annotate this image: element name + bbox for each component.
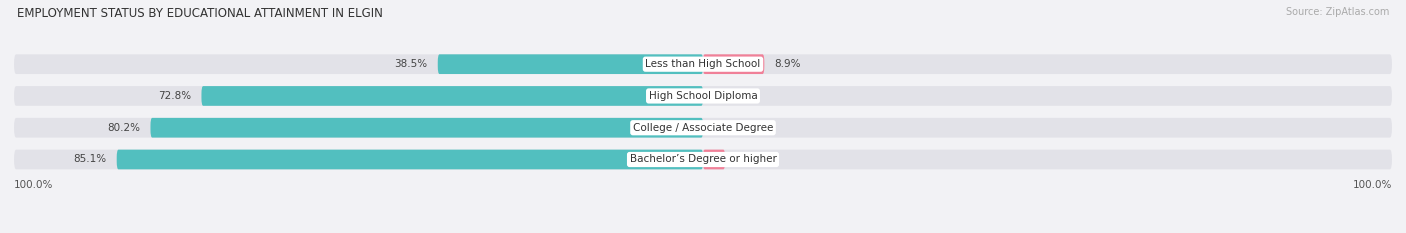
Text: 8.9%: 8.9% <box>775 59 801 69</box>
Text: High School Diploma: High School Diploma <box>648 91 758 101</box>
FancyBboxPatch shape <box>14 54 1392 74</box>
FancyBboxPatch shape <box>117 150 703 169</box>
Text: 80.2%: 80.2% <box>107 123 141 133</box>
FancyBboxPatch shape <box>150 118 703 137</box>
FancyBboxPatch shape <box>14 150 1392 169</box>
Text: 0.0%: 0.0% <box>713 91 740 101</box>
Text: 38.5%: 38.5% <box>394 59 427 69</box>
Text: Less than High School: Less than High School <box>645 59 761 69</box>
Text: 100.0%: 100.0% <box>1353 180 1392 190</box>
Text: 100.0%: 100.0% <box>14 180 53 190</box>
FancyBboxPatch shape <box>14 118 1392 137</box>
FancyBboxPatch shape <box>703 54 765 74</box>
Text: Source: ZipAtlas.com: Source: ZipAtlas.com <box>1285 7 1389 17</box>
Text: EMPLOYMENT STATUS BY EDUCATIONAL ATTAINMENT IN ELGIN: EMPLOYMENT STATUS BY EDUCATIONAL ATTAINM… <box>17 7 382 20</box>
FancyBboxPatch shape <box>201 86 703 106</box>
Text: 0.0%: 0.0% <box>713 123 740 133</box>
Text: 85.1%: 85.1% <box>73 154 107 164</box>
FancyBboxPatch shape <box>14 86 1392 106</box>
Text: College / Associate Degree: College / Associate Degree <box>633 123 773 133</box>
Text: 3.2%: 3.2% <box>735 154 762 164</box>
FancyBboxPatch shape <box>703 150 725 169</box>
Text: 72.8%: 72.8% <box>157 91 191 101</box>
Text: Bachelor’s Degree or higher: Bachelor’s Degree or higher <box>630 154 776 164</box>
FancyBboxPatch shape <box>437 54 703 74</box>
